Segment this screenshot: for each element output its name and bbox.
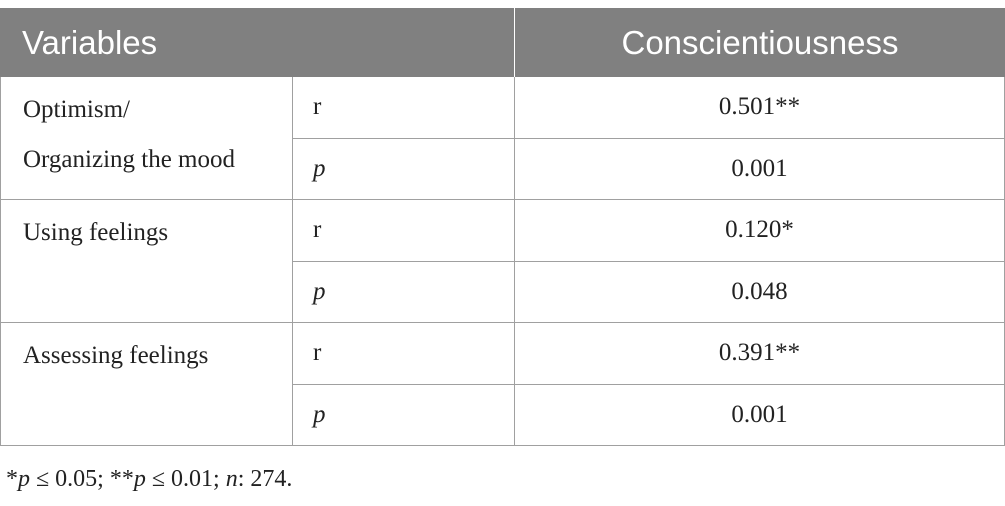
footnote-part: p bbox=[18, 466, 30, 492]
footnote: *p ≤ 0.05; **p ≤ 0.01; n: 274. bbox=[6, 466, 292, 493]
group-label: Using feelings bbox=[0, 200, 293, 323]
label-line: Organizing the mood bbox=[23, 146, 235, 173]
stat-cell: p bbox=[293, 384, 515, 446]
stat-cell: r bbox=[293, 77, 515, 139]
footnote-part: : 274. bbox=[237, 466, 293, 492]
group-label: Optimism/Organizing the mood bbox=[0, 77, 293, 200]
footnote-part: * bbox=[6, 466, 18, 492]
stat-cell: r bbox=[293, 323, 515, 385]
footnote-part: ≤ 0.01; bbox=[145, 466, 226, 492]
value-cell: 0.120* bbox=[515, 200, 1005, 262]
value-cell: 0.001 bbox=[515, 384, 1005, 446]
label-line: Using feelings bbox=[23, 219, 169, 246]
value-cell: 0.001 bbox=[515, 138, 1005, 200]
footnote-part: ≤ 0.05; ** bbox=[30, 466, 134, 492]
footnote-part: p bbox=[133, 466, 146, 492]
header-cell: Variables bbox=[0, 8, 515, 77]
value-cell: 0.391** bbox=[515, 323, 1005, 385]
label-line: Assessing feelings bbox=[23, 342, 209, 369]
value-cell: 0.501** bbox=[515, 77, 1005, 139]
stat-cell: p bbox=[293, 138, 515, 200]
value-cell: 0.048 bbox=[515, 261, 1005, 323]
header-cell: Conscientiousness bbox=[515, 8, 1005, 77]
stat-cell: r bbox=[293, 200, 515, 262]
group-label: Assessing feelings bbox=[0, 323, 293, 446]
label-line: Optimism/ bbox=[23, 96, 130, 123]
stat-cell: p bbox=[293, 261, 515, 323]
footnote-part: n bbox=[225, 466, 238, 492]
